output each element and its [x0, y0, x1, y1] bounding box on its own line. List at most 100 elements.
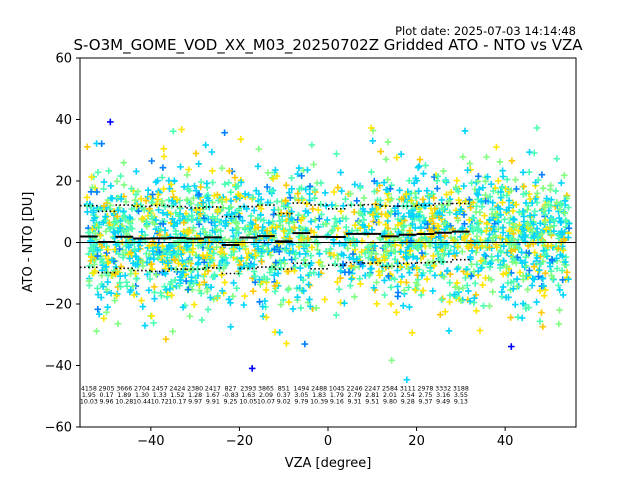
scatter-point: [350, 208, 358, 216]
scatter-point: [157, 289, 164, 297]
scatter-point: [451, 291, 458, 298]
scatter-point: [482, 274, 489, 282]
scatter-point: [540, 247, 547, 254]
scatter-point: [508, 157, 516, 165]
scatter-point: [447, 247, 454, 254]
scatter-point: [506, 219, 513, 227]
scatter-point: [373, 300, 381, 308]
scatter-point: [547, 202, 555, 209]
scatter-point: [414, 164, 422, 171]
scatter-point: [361, 250, 369, 257]
scatter-point: [384, 196, 392, 203]
scatter-point: [267, 231, 275, 239]
scatter-point: [281, 260, 289, 267]
scatter-point: [333, 219, 340, 226]
scatter-point: [168, 292, 175, 299]
scatter-point: [464, 270, 471, 278]
scatter-point: [209, 227, 216, 234]
scatter-point: [499, 270, 507, 278]
scatter-point: [164, 259, 172, 267]
scatter-point: [300, 287, 307, 295]
scatter-point: [235, 207, 242, 214]
scatter-point: [368, 226, 376, 234]
scatter-point: [381, 277, 388, 284]
scatter-point: [558, 179, 565, 187]
scatter-point: [370, 284, 378, 292]
scatter-point: [120, 212, 128, 220]
scatter-point: [304, 235, 312, 242]
bin-mean-label: 1.30: [135, 392, 149, 399]
scatter-point: [507, 247, 515, 255]
scatter-point: [565, 275, 572, 283]
scatter-point: [534, 190, 541, 197]
bin-count-label: 2247: [364, 386, 380, 393]
scatter-point: [519, 234, 527, 241]
scatter-point: [394, 267, 401, 274]
scatter-point: [416, 156, 424, 163]
scatter-point: [533, 199, 541, 206]
scatter-point: [479, 281, 486, 289]
scatter-point: [236, 192, 244, 200]
scatter-point: [565, 204, 572, 211]
scatter-point: [426, 267, 434, 275]
scatter-point: [462, 274, 469, 282]
x-axis-ticks: −40 −20 0 20 40: [137, 427, 513, 449]
scatter-point: [201, 270, 209, 278]
scatter-point: [444, 267, 451, 274]
scatter-point: [99, 283, 107, 290]
scatter-point: [209, 213, 216, 221]
scatter-point: [324, 216, 331, 224]
bin-count-label: 2393: [240, 386, 256, 393]
scatter-point: [225, 179, 232, 187]
scatter-point: [468, 261, 475, 268]
scatter-point: [332, 202, 339, 210]
scatter-point: [381, 291, 388, 299]
scatter-point: [230, 279, 237, 287]
scatter-point: [351, 181, 359, 188]
scatter-point: [365, 254, 372, 262]
scatter-point: [114, 207, 122, 214]
scatter-point: [246, 263, 254, 270]
scatter-point: [525, 304, 532, 311]
scatter-point: [525, 168, 533, 176]
bin-std-label: 10.17: [168, 399, 186, 406]
scatter-point: [547, 182, 554, 189]
scatter-point: [555, 282, 562, 289]
scatter-point: [393, 154, 401, 161]
scatter-point: [263, 246, 271, 253]
scatter-point: [488, 210, 496, 218]
scatter-point: [486, 302, 493, 310]
scatter-point: [538, 171, 546, 178]
scatter-point: [519, 272, 527, 280]
scatter-point: [488, 276, 495, 284]
scatter-point: [501, 216, 508, 223]
scatter-point: [408, 197, 415, 204]
scatter-point: [154, 254, 162, 262]
scatter-point: [382, 221, 389, 228]
scatter-point: [234, 224, 242, 231]
scatter-point: [440, 273, 448, 281]
scatter-point: [431, 272, 439, 279]
scatter-point: [159, 164, 167, 171]
scatter-point: [538, 309, 545, 316]
scatter-point: [107, 289, 115, 297]
bin-std-label: 10.72: [151, 399, 169, 406]
scatter-point: [360, 216, 368, 224]
scatter-point: [406, 303, 413, 311]
scatter-point: [313, 304, 320, 312]
scatter-point: [394, 293, 402, 300]
scatter-point: [402, 190, 410, 198]
scatter-point: [368, 124, 375, 132]
scatter-point: [500, 242, 508, 250]
scatter-point: [103, 309, 110, 316]
scatter-point: [439, 295, 446, 302]
scatter-point: [478, 203, 486, 210]
scatter-point: [541, 292, 548, 299]
scatter-point: [495, 218, 502, 226]
scatter-point: [445, 197, 453, 205]
scatter-point: [294, 293, 301, 301]
scatter-point: [218, 198, 226, 206]
scatter-point: [259, 313, 267, 320]
scatter-point: [308, 141, 316, 149]
scatter-point: [384, 176, 391, 183]
